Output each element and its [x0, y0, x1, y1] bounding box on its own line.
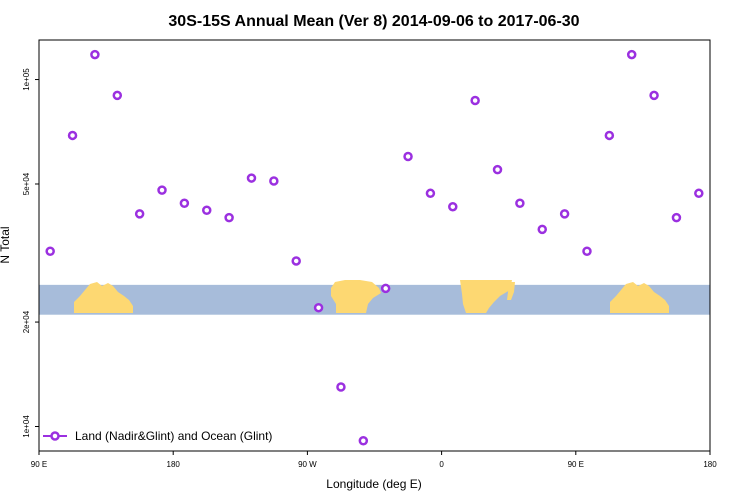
land-south-america [331, 280, 381, 313]
x-axis-label: Longitude (deg E) [326, 477, 421, 491]
data-point [626, 49, 637, 60]
legend-label: Land (Nadir&Glint) and Ocean (Glint) [75, 429, 272, 443]
data-point [291, 256, 301, 266]
data-point [515, 198, 525, 208]
data-point [202, 205, 212, 216]
land-australia [74, 282, 133, 313]
x-axis: 90 E 180 90 W 0 90 E 180 [31, 451, 717, 469]
legend: Land (Nadir&Glint) and Ocean (Glint) [43, 429, 272, 443]
land-australia-2 [610, 282, 669, 313]
map-band-land [74, 280, 669, 313]
data-points [45, 49, 704, 446]
y-tick-label: 5e+04 [22, 172, 31, 195]
data-point [224, 212, 234, 223]
data-point [425, 188, 436, 199]
data-point [157, 185, 167, 195]
x-tick-label: 180 [167, 460, 181, 469]
data-point [403, 151, 413, 162]
data-point [336, 382, 346, 392]
y-tick-label: 1e+04 [22, 415, 31, 438]
data-point [313, 302, 324, 313]
x-tick-label: 0 [439, 460, 444, 469]
data-point [45, 246, 55, 256]
plot-frame [38, 39, 711, 452]
y-tick-label: 1e+05 [22, 68, 31, 91]
data-point [112, 90, 123, 101]
data-point [470, 95, 480, 106]
data-point [694, 188, 704, 199]
x-tick-label: 90 E [568, 460, 584, 469]
data-point [90, 49, 100, 60]
data-point [671, 212, 682, 223]
data-point [358, 435, 369, 446]
data-point [559, 209, 570, 219]
data-point [537, 224, 547, 235]
data-point [67, 130, 78, 141]
data-point [179, 198, 190, 208]
data-point [604, 130, 615, 141]
y-tick-label: 2e+04 [22, 310, 31, 333]
data-point [269, 176, 279, 186]
data-point [582, 246, 592, 256]
data-point [246, 173, 257, 183]
data-point [649, 90, 659, 101]
data-point [492, 164, 503, 175]
chart-title: 30S-15S Annual Mean (Ver 8) 2014-09-06 t… [168, 13, 579, 30]
land-africa [460, 280, 512, 313]
data-point [134, 209, 145, 219]
data-point [380, 283, 391, 294]
y-axis-label: N Total [0, 226, 12, 263]
x-tick-label: 90 E [31, 460, 47, 469]
land-madagascar [507, 282, 515, 300]
x-tick-label: 90 W [298, 460, 317, 469]
data-point [448, 201, 458, 212]
y-axis: 1e+04 2e+04 5e+04 1e+05 [22, 68, 39, 438]
map-band [39, 280, 710, 315]
legend-marker [50, 431, 60, 441]
x-tick-label: 180 [703, 460, 717, 469]
